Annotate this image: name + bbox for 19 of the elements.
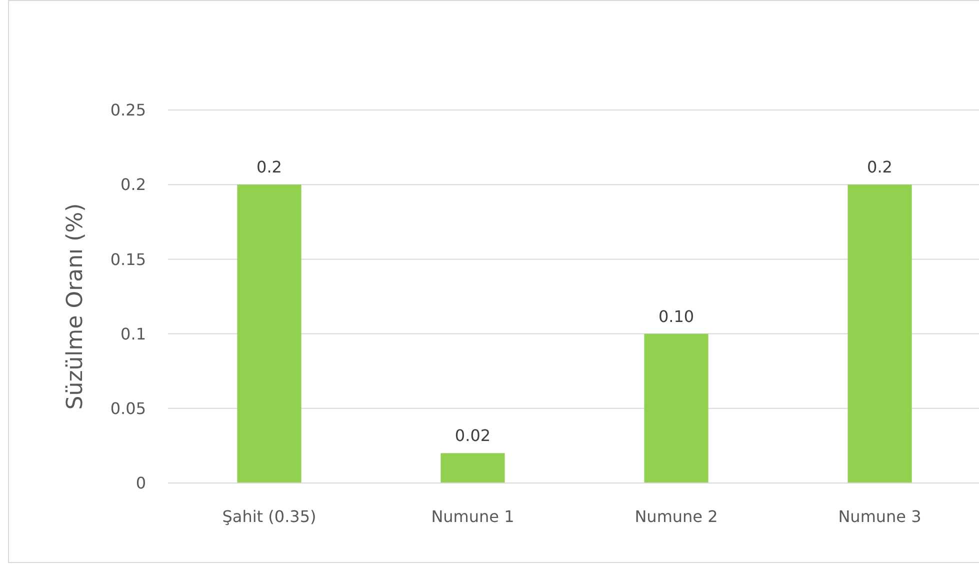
x-tick-label: Şahit (0.35) <box>222 507 316 526</box>
bar <box>644 334 708 483</box>
y-tick-label: 0.2 <box>120 175 146 194</box>
y-tick-label: 0.05 <box>110 399 146 418</box>
data-label: 0.02 <box>454 426 491 446</box>
y-tick-label: 0.15 <box>110 250 146 269</box>
y-tick-label: 0.1 <box>120 324 146 344</box>
y-axis-title: Süzülme Oranı (%) <box>63 203 88 410</box>
data-label: 0.10 <box>658 306 694 326</box>
x-tick-label: Numune 3 <box>838 507 922 526</box>
bar <box>848 184 912 483</box>
y-tick-label: 0 <box>136 474 146 493</box>
data-label: 0.2 <box>867 158 892 177</box>
bar <box>237 184 302 483</box>
bar <box>440 453 505 483</box>
y-tick-label: 0.25 <box>110 100 146 120</box>
data-label: 0.2 <box>256 158 282 177</box>
x-tick-label: Numune 2 <box>634 507 718 526</box>
x-tick-label: Numune 1 <box>431 507 514 526</box>
